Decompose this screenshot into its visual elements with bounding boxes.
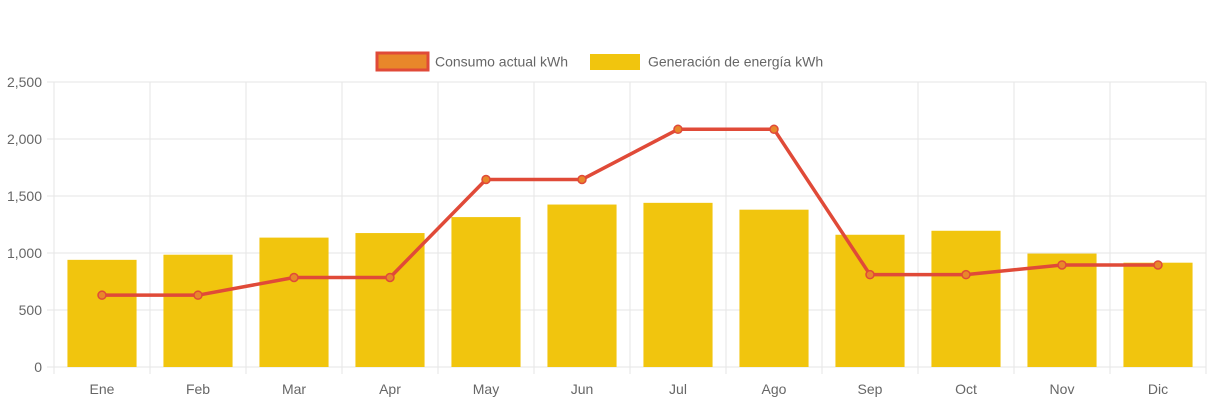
line-path [102,127,1158,297]
x-tick-label: Jun [571,381,594,397]
bar[interactable] [547,204,617,367]
y-tick-label: 1,000 [7,245,42,261]
y-tick-label: 2,000 [7,131,42,147]
bars-generacion [67,202,1193,367]
y-tick-label: 1,500 [7,188,42,204]
x-tick-label: Oct [955,381,977,397]
legend-swatch-consumo [375,51,430,72]
x-tick-label: Jul [669,381,687,397]
legend[interactable]: Consumo actual kWh Generación de energía… [375,51,823,72]
line-consumo [97,124,1163,300]
line-point[interactable] [577,174,587,185]
x-tick-label: Feb [186,381,210,397]
line-point[interactable] [769,124,779,135]
bar[interactable] [931,230,1001,367]
bar[interactable] [163,254,233,367]
legend-label-consumo: Consumo actual kWh [435,54,568,70]
line-point[interactable] [481,174,491,185]
line-point[interactable] [1057,260,1067,270]
x-tick-label: Ene [90,381,115,397]
line-point[interactable] [865,269,875,280]
x-tick-label: Nov [1050,381,1075,397]
line-point[interactable] [193,290,203,300]
bar[interactable] [451,217,521,367]
y-tick-label: 2,500 [7,74,42,90]
x-tick-label: May [473,381,499,397]
line-point[interactable] [961,269,971,280]
bar[interactable] [1123,262,1193,367]
x-tick-label: Dic [1148,381,1168,397]
grid [47,81,1207,374]
bar[interactable] [835,234,905,367]
bar[interactable] [643,202,713,367]
line-point[interactable] [289,272,299,283]
legend-swatch-generacion [590,54,640,70]
x-tick-label: Sep [858,381,883,397]
bar[interactable] [1027,253,1097,367]
x-tick-label: Mar [282,381,306,397]
line-point[interactable] [673,124,683,135]
line-point[interactable] [385,272,395,283]
legend-item-generacion[interactable]: Generación de energía kWh [590,54,823,71]
line-point[interactable] [97,290,107,300]
axes: 0 500 1,000 1,500 2,000 2,500 Ene Feb Mar Apr May J… [7,74,1168,397]
bar[interactable] [739,209,809,367]
bar[interactable] [259,237,329,367]
legend-label-generacion: Generación de energía kWh [648,54,823,70]
x-tick-label: Ago [762,381,787,397]
legend-item-consumo[interactable]: Consumo actual kWh [375,51,568,72]
bar[interactable] [67,259,137,367]
x-tick-label: Apr [379,381,401,397]
y-tick-label: 0 [34,359,42,375]
y-tick-label: 500 [19,302,43,318]
line-point[interactable] [1153,260,1163,270]
